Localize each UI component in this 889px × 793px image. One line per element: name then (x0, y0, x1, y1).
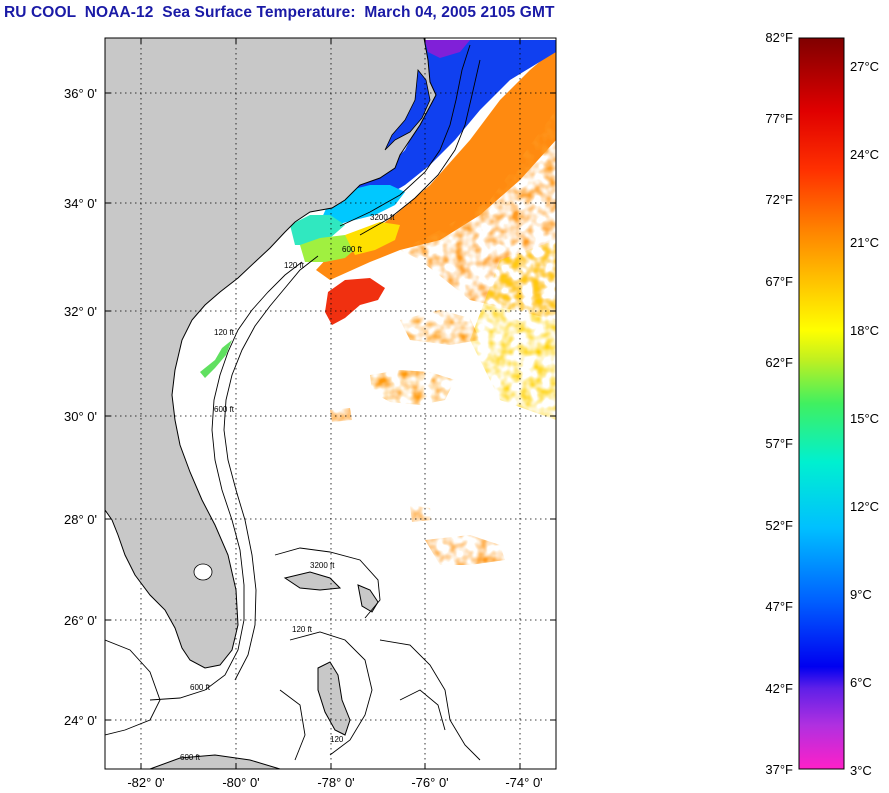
green-shelf (300, 235, 360, 262)
graticule (105, 38, 556, 769)
lon-tick-label: -76° 0' (411, 775, 448, 790)
lat-tick-label: 30° 0' (64, 409, 97, 424)
colorbar-f-label: 62°F (765, 355, 793, 370)
colorbar-c-label: 27°C (850, 59, 879, 74)
colorbar-c-label: 6°C (850, 675, 872, 690)
colorbar-f-label: 67°F (765, 274, 793, 289)
contour-label: 600 ft (190, 683, 211, 692)
cuba-coast (149, 754, 281, 769)
lat-tick-label: 34° 0' (64, 196, 97, 211)
lon-tick-label: -74° 0' (505, 775, 542, 790)
lake-okeechobee (193, 563, 213, 581)
orange-patch (410, 505, 432, 522)
lat-tick-labels: 24° 0' 26° 0' 28° 0' 30° 0' 32° 0' 34° 0… (64, 86, 97, 728)
lat-tick-label: 32° 0' (64, 304, 97, 319)
colorbar-c-label: 15°C (850, 411, 879, 426)
colorbar-f-label: 82°F (765, 30, 793, 45)
colorbar-c-label: 21°C (850, 235, 879, 250)
lat-tick-label: 24° 0' (64, 713, 97, 728)
contour-label: 120 ft (292, 625, 313, 634)
colorbar-f-label: 77°F (765, 111, 793, 126)
colorbar-f-label: 37°F (765, 762, 793, 777)
tick-marks (105, 38, 556, 769)
colorbar-c-label: 9°C (850, 587, 872, 602)
colorbar-f-label: 52°F (765, 518, 793, 533)
abaco (357, 584, 379, 613)
us-east-coast-land (105, 38, 437, 669)
colorbar-f-label: 72°F (765, 192, 793, 207)
colorbar-c-label: 3°C (850, 763, 872, 778)
yellow-shelf (345, 222, 400, 255)
map-title: RU COOL NOAA-12 Sea Surface Temperature:… (4, 4, 555, 21)
gulf-stream-band (316, 48, 556, 280)
contour-label: 600 ft (180, 753, 201, 762)
bahamas (149, 571, 379, 769)
colorbar-c-label: 24°C (850, 147, 879, 162)
colorbar-f-label: 42°F (765, 681, 793, 696)
lon-tick-labels: -82° 0' -80° 0' -78° 0' -76° 0' -74° 0' (127, 775, 542, 790)
orange-patch (425, 535, 505, 565)
celsius-labels: 27°C 24°C 21°C 18°C 15°C 12°C 9°C 6°C 3°… (850, 59, 879, 778)
contour-label: 120 (330, 735, 344, 744)
orange-patch (330, 408, 352, 422)
contour-label-group: 120 ft 600 ft 3200 ft 120 ft 600 ft 120 … (180, 213, 395, 762)
colorbar-f-label: 57°F (765, 436, 793, 451)
colorbar-gradient (798, 37, 845, 770)
colorbar-c-label: 18°C (850, 323, 879, 338)
bathymetry-contours (105, 44, 481, 761)
orange-patch (400, 310, 480, 345)
colorbar-c-label: 12°C (850, 499, 879, 514)
sst-field (200, 40, 556, 565)
warm-yellow-east (470, 240, 556, 420)
contour-label: 3200 ft (310, 561, 335, 570)
green-streak (200, 340, 232, 378)
contour-label: 120 ft (284, 261, 305, 270)
pamlico-sound (384, 68, 431, 151)
fahrenheit-labels: 82°F 77°F 72°F 67°F 62°F 57°F 52°F 47°F … (765, 30, 793, 777)
lat-tick-label: 28° 0' (64, 512, 97, 527)
lat-tick-label: 26° 0' (64, 613, 97, 628)
contour-label: 600 ft (342, 245, 363, 254)
lon-tick-label: -78° 0' (317, 775, 354, 790)
lon-tick-label: -80° 0' (222, 775, 259, 790)
contour-label: 120 ft (214, 328, 235, 337)
orange-patch (370, 370, 455, 405)
warm-core (325, 278, 385, 325)
coldest-water (425, 40, 470, 58)
teal-shelf (290, 215, 345, 245)
contour-label: 600 ft (214, 405, 235, 414)
contour-label: 3200 ft (370, 213, 395, 222)
colorbar-f-label: 47°F (765, 599, 793, 614)
lon-tick-label: -82° 0' (127, 775, 164, 790)
andros-island (317, 661, 351, 736)
lat-tick-label: 36° 0' (64, 86, 97, 101)
grand-bahama (283, 571, 342, 591)
